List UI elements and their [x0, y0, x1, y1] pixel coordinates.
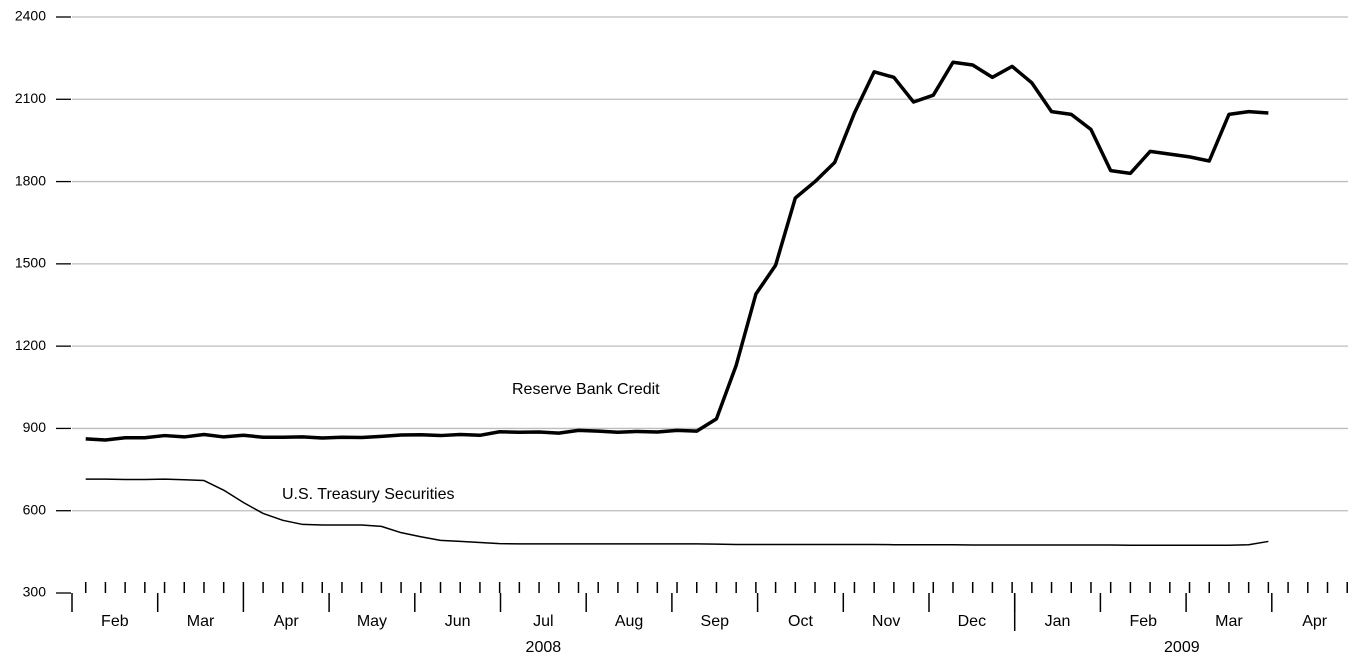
- x-tick-label: Sep: [701, 613, 730, 630]
- series-line: [85, 60, 1269, 442]
- y-tick-label: 1200: [15, 337, 46, 353]
- y-tick-label: 600: [23, 501, 47, 517]
- y-tick-label: 300: [23, 584, 47, 600]
- x-tick-label: Mar: [1215, 613, 1243, 630]
- y-tick-label: 2400: [15, 8, 46, 24]
- y-tick-label: 2100: [15, 90, 46, 106]
- series-line: [85, 478, 1269, 547]
- x-tick-label: Dec: [958, 613, 986, 630]
- y-tick-label: 1500: [15, 255, 46, 271]
- x-tick-label: Feb: [1129, 613, 1157, 630]
- x-tick-label: Aug: [615, 613, 643, 630]
- x-tick-label: Jul: [533, 613, 553, 630]
- x-tick-label: Jun: [445, 613, 471, 630]
- year-label: 2009: [1164, 639, 1200, 656]
- x-tick-label: Oct: [788, 613, 813, 630]
- x-tick-label: May: [357, 613, 387, 630]
- year-label: 2008: [526, 639, 562, 656]
- x-tick-label: Jan: [1045, 613, 1071, 630]
- x-tick-label: Feb: [101, 613, 129, 630]
- x-tick-label: Apr: [1302, 613, 1328, 630]
- x-tick-label: Nov: [872, 613, 900, 630]
- y-tick-label: 1800: [15, 172, 46, 188]
- x-tick-label: Apr: [274, 613, 300, 630]
- series-label: Reserve Bank Credit: [512, 381, 660, 398]
- y-tick-label: 900: [23, 419, 47, 435]
- x-tick-label: Mar: [187, 613, 215, 630]
- series-label: U.S. Treasury Securities: [282, 486, 455, 503]
